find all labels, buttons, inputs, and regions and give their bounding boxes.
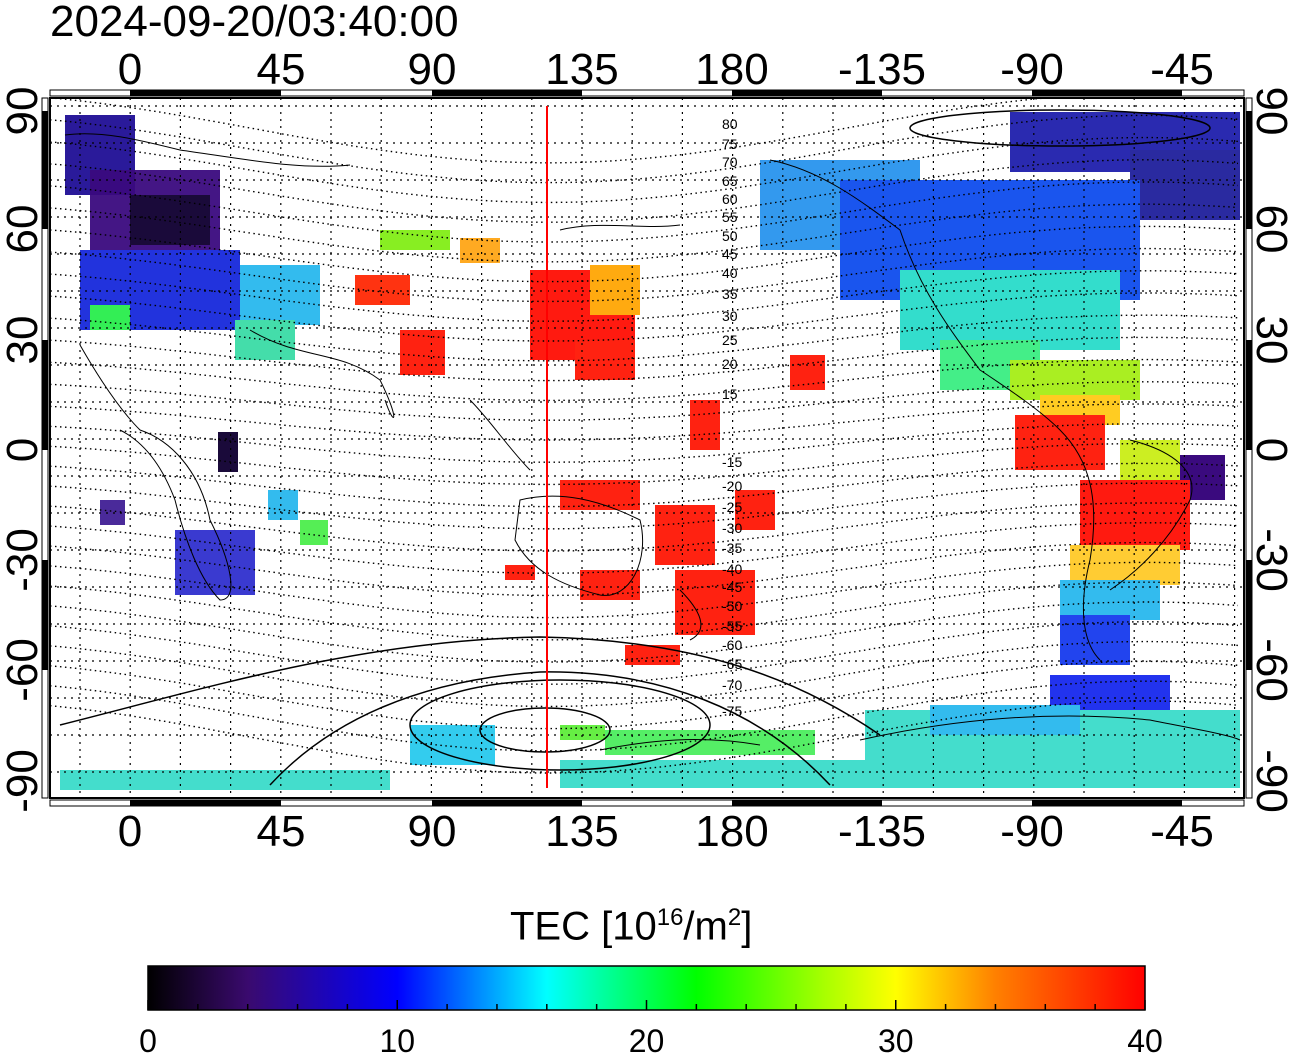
magnetic-lat-label: 20 bbox=[722, 356, 738, 372]
magnetic-lat-label: -75 bbox=[722, 703, 742, 719]
magnetic-lat-label: -25 bbox=[722, 499, 742, 515]
coastlines bbox=[64, 133, 1241, 751]
magnetic-lat-label: -15 bbox=[722, 454, 742, 470]
bottom-strip-block bbox=[130, 800, 281, 806]
colorbar-tick-label: 0 bbox=[139, 1023, 157, 1057]
lon-tick-label-top: -45 bbox=[1150, 45, 1214, 94]
lon-tick-label-top: 90 bbox=[408, 45, 457, 94]
magnetic-lat-label: -30 bbox=[722, 520, 742, 536]
magnetic-lat-label: -40 bbox=[722, 561, 742, 577]
lat-tick-label-left: 90 bbox=[0, 87, 47, 136]
tec-data-layer bbox=[60, 112, 1240, 790]
bottom-frame-strip bbox=[49, 799, 1245, 807]
right-strip-block bbox=[1246, 560, 1252, 670]
magnetic-latitude-contours bbox=[50, 98, 1239, 774]
lat-tick-label-right: -30 bbox=[1247, 528, 1294, 592]
top-strip-block bbox=[432, 90, 582, 96]
lat-tick-label-left: 0 bbox=[0, 438, 47, 462]
lon-tick-label-bottom: 135 bbox=[545, 807, 618, 856]
magnetic-lat-label: 30 bbox=[722, 308, 738, 324]
lon-tick-label-bottom: -45 bbox=[1150, 807, 1214, 856]
lat-tick-label-left: -90 bbox=[0, 749, 47, 813]
lat-tick-label-left: -60 bbox=[0, 638, 47, 702]
magnetic-lat-label: 50 bbox=[722, 228, 738, 244]
top-frame-strip bbox=[49, 89, 1245, 97]
magnetic-lat-label: 35 bbox=[722, 286, 738, 302]
top-strip-block bbox=[1032, 90, 1182, 96]
left-strip-block bbox=[42, 111, 48, 229]
lon-tick-label-top: -135 bbox=[838, 45, 926, 94]
left-strip-block bbox=[42, 560, 48, 670]
magnetic-lat-label: -45 bbox=[722, 579, 742, 595]
magnetic-lat-label: -55 bbox=[722, 618, 742, 634]
right-strip-block bbox=[1246, 340, 1252, 450]
magnetic-lat-label: -35 bbox=[722, 540, 742, 556]
magnetic-lat-label: -50 bbox=[722, 598, 742, 614]
lon-tick-label-top: 45 bbox=[257, 45, 306, 94]
lon-tick-label-top: 0 bbox=[118, 45, 142, 94]
lon-tick-label-bottom: 0 bbox=[118, 807, 142, 856]
magnetic-lat-label: 40 bbox=[722, 265, 738, 281]
magnetic-lat-label: -20 bbox=[722, 478, 742, 494]
magnetic-lat-label: 25 bbox=[722, 332, 738, 348]
map-timestamp: 2024-09-20/03:40:00 bbox=[50, 0, 459, 46]
magnetic-lat-label: -70 bbox=[722, 677, 742, 693]
left-strip-block bbox=[42, 340, 48, 450]
colorbar-tick-label: 10 bbox=[379, 1023, 415, 1057]
lat-tick-label-right: 0 bbox=[1247, 438, 1294, 462]
bottom-strip-block bbox=[732, 800, 882, 806]
bottom-strip-block bbox=[432, 800, 582, 806]
lon-tick-label-bottom: -90 bbox=[1000, 807, 1064, 856]
lon-tick-label-bottom: -135 bbox=[838, 807, 926, 856]
lat-tick-label-right: 30 bbox=[1247, 316, 1294, 365]
magnetic-lat-label: 75 bbox=[722, 136, 738, 152]
magnetic-lat-label: -60 bbox=[722, 637, 742, 653]
colorbar-title: TEC [1016/m2] bbox=[510, 904, 753, 949]
lon-tick-label-top: 180 bbox=[695, 45, 768, 94]
right-strip-block bbox=[1246, 111, 1252, 229]
polar-solid-contours bbox=[59, 109, 1211, 786]
lat-tick-label-right: 60 bbox=[1247, 205, 1294, 254]
magnetic-lat-label: 45 bbox=[722, 246, 738, 262]
magnetic-lat-label: -65 bbox=[722, 656, 742, 672]
colorbar-tick-label: 40 bbox=[1127, 1023, 1163, 1057]
lon-tick-label-top: 135 bbox=[545, 45, 618, 94]
map-frame bbox=[49, 97, 1245, 799]
magnetic-lat-label: 55 bbox=[722, 209, 738, 225]
lat-tick-label-left: 60 bbox=[0, 205, 47, 254]
lat-tick-label-left: 30 bbox=[0, 316, 47, 365]
lon-tick-label-bottom: 45 bbox=[257, 807, 306, 856]
magnetic-lat-label: 70 bbox=[722, 154, 738, 170]
magnetic-lat-label: 60 bbox=[722, 191, 738, 207]
top-strip-block bbox=[732, 90, 882, 96]
graticule-grid bbox=[50, 98, 1244, 798]
colorbar-tick-label: 20 bbox=[629, 1023, 665, 1057]
lat-tick-label-right: 90 bbox=[1247, 87, 1294, 136]
lon-tick-label-bottom: 90 bbox=[408, 807, 457, 856]
lat-tick-label-right: -90 bbox=[1247, 749, 1294, 813]
colorbar-tick-label: 30 bbox=[878, 1023, 914, 1057]
magnetic-lat-label: 80 bbox=[722, 116, 738, 132]
lon-tick-label-bottom: 180 bbox=[695, 807, 768, 856]
bottom-strip-block bbox=[1032, 800, 1182, 806]
magnetic-lat-label: 65 bbox=[722, 173, 738, 189]
lon-tick-label-top: -90 bbox=[1000, 45, 1064, 94]
lat-tick-label-right: -60 bbox=[1247, 638, 1294, 702]
magnetic-lat-label: 15 bbox=[722, 386, 738, 402]
top-strip-block bbox=[130, 90, 281, 96]
lat-tick-label-left: -30 bbox=[0, 528, 47, 592]
